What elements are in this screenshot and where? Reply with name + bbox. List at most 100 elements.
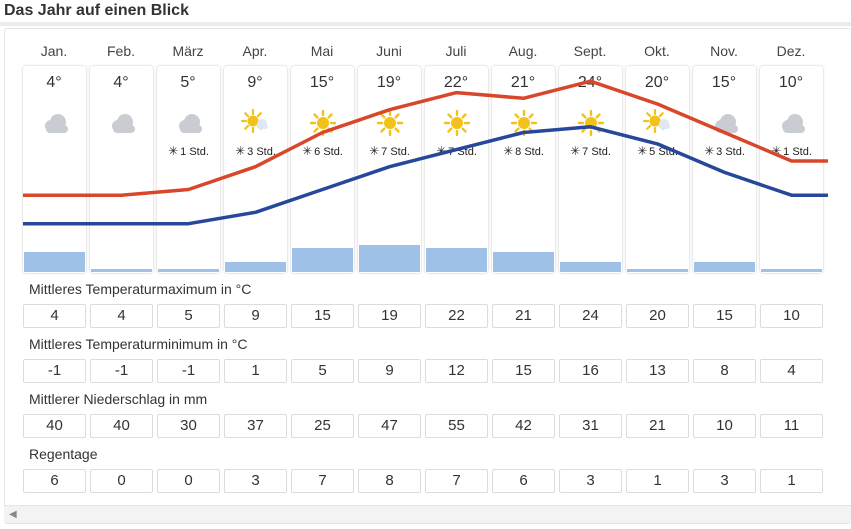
max-temperature-cell: 22 — [425, 304, 488, 328]
rain-days-cell: 3 — [224, 469, 287, 493]
month-column — [492, 66, 555, 273]
temperature-label: 21° — [510, 74, 536, 91]
min-temperature-cell: 16 — [559, 359, 622, 383]
sunshine-icon: ✳ — [369, 144, 380, 158]
month-label: Mai — [310, 43, 334, 59]
sun-hours-value: 7 Std. — [582, 146, 611, 158]
rain-days-cell: 8 — [358, 469, 421, 493]
precipitation-cell: 25 — [291, 414, 354, 438]
scroll-left-icon[interactable]: ◀ — [9, 509, 17, 520]
sun-hours: ✳ 7 Std. — [357, 144, 423, 158]
sun-hours-value: 6 Std. — [314, 146, 343, 158]
month-column — [224, 66, 287, 273]
sun-cloud-icon — [239, 108, 273, 138]
min-temperature-cell: 5 — [291, 359, 354, 383]
precipitation-cell: 42 — [492, 414, 555, 438]
month-label: Apr. — [242, 43, 268, 59]
sunshine-icon: ✳ — [704, 144, 715, 158]
max-temperature-row-label: Mittleres Temperaturmaximum in °C — [29, 281, 252, 297]
rain-bar — [493, 251, 554, 272]
sun-hours-value: 7 Std. — [381, 146, 410, 158]
rain-bar — [694, 261, 755, 272]
rain-bar — [158, 269, 219, 272]
max-temperature-line — [23, 79, 828, 197]
month-column — [157, 66, 220, 273]
cloud-icon — [172, 108, 206, 138]
month-column — [358, 66, 421, 273]
rain-days-cell: 3 — [559, 469, 622, 493]
min-temperature-cell: 1 — [224, 359, 287, 383]
sun-hours-value: 3 Std. — [247, 146, 276, 158]
temperature-label: 4° — [46, 74, 62, 91]
cloud-icon — [38, 108, 72, 138]
title-divider — [0, 22, 851, 26]
rain-bar — [359, 244, 420, 272]
sunshine-icon: ✳ — [503, 144, 514, 158]
sun-hours: ✳ 6 Std. — [290, 144, 356, 158]
horizontal-scrollbar[interactable]: ◀ — [4, 505, 851, 523]
rain-bar — [560, 261, 621, 272]
temperature-label: 15° — [711, 74, 737, 91]
min-temperature-cell: 13 — [626, 359, 689, 383]
precipitation-cell: 21 — [626, 414, 689, 438]
precipitation-cell: 55 — [425, 414, 488, 438]
rain-days-cell: 0 — [157, 469, 220, 493]
month-column — [291, 66, 354, 273]
sun-hours-value: 8 Std. — [515, 146, 544, 158]
temperature-label: 15° — [309, 74, 335, 91]
precipitation-cell: 40 — [23, 414, 86, 438]
temperature-label: 22° — [443, 74, 469, 91]
max-temperature-cell: 5 — [157, 304, 220, 328]
rain-days-cell: 1 — [626, 469, 689, 493]
temperature-label: 9° — [247, 74, 263, 91]
month-label: Okt. — [644, 43, 670, 59]
min-temperature-cell: 4 — [760, 359, 823, 383]
precipitation-cell: 30 — [157, 414, 220, 438]
month-label: Aug. — [508, 43, 538, 59]
rain-days-cell: 7 — [291, 469, 354, 493]
max-temperature-cell: 10 — [760, 304, 823, 328]
min-temperature-cell: -1 — [90, 359, 153, 383]
min-temperature-cell: 15 — [492, 359, 555, 383]
rain-bar — [24, 251, 85, 272]
month-label: Nov. — [710, 43, 738, 59]
sunshine-icon: ✳ — [436, 144, 447, 158]
precipitation-cell: 31 — [559, 414, 622, 438]
rain-bar — [761, 268, 822, 272]
month-column — [90, 66, 153, 273]
max-temperature-cell: 21 — [492, 304, 555, 328]
temperature-label: 4° — [113, 74, 129, 91]
rain-days-cell: 6 — [23, 469, 86, 493]
max-temperature-cell: 19 — [358, 304, 421, 328]
precipitation-cell: 47 — [358, 414, 421, 438]
month-label: Juni — [376, 43, 402, 59]
precipitation-cell: 40 — [90, 414, 153, 438]
sun-hours: ✳ 1 Std. — [759, 144, 825, 158]
sunshine-icon: ✳ — [570, 144, 581, 158]
month-column — [693, 66, 756, 273]
sunshine-icon: ✳ — [302, 144, 313, 158]
min-temperature-cell: 8 — [693, 359, 756, 383]
precipitation-cell: 11 — [760, 414, 823, 438]
rain-days-cell: 0 — [90, 469, 153, 493]
sun-icon — [373, 108, 407, 138]
rain-bar — [225, 261, 286, 272]
month-column — [760, 66, 823, 273]
cloud-icon — [105, 108, 139, 138]
max-temperature-cell: 20 — [626, 304, 689, 328]
month-column — [559, 66, 622, 273]
temperature-label: 5° — [180, 74, 196, 91]
month-label: März — [172, 43, 204, 59]
rain-bar — [91, 269, 152, 272]
temperature-label: 10° — [778, 74, 804, 91]
sunshine-icon: ✳ — [637, 144, 648, 158]
rain-bar — [426, 248, 487, 272]
month-column — [23, 66, 86, 273]
month-label: Feb. — [106, 43, 135, 59]
cloud-icon — [775, 108, 809, 138]
sun-hours: ✳ 7 Std. — [558, 144, 624, 158]
max-temperature-cell: 24 — [559, 304, 622, 328]
sun-cloud-icon — [641, 108, 675, 138]
month-column — [626, 66, 689, 273]
sun-hours-value: 3 Std. — [716, 146, 745, 158]
